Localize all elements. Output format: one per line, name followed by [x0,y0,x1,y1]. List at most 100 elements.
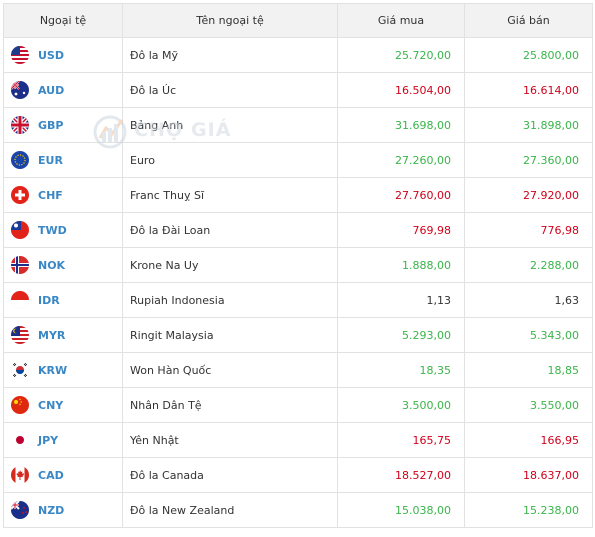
sell-price: 5.343,00 [464,317,593,353]
currency-name: Đô la Đài Loan [122,212,338,248]
buy-price: 27.260,00 [337,142,465,178]
table-row: MYR Ringit Malaysia 5.293,00 5.343,00 [3,317,593,353]
header-buy: Giá mua [337,3,465,38]
sell-price: 18,85 [464,352,593,388]
ca-flag-icon [11,466,29,484]
currency-code-cell: NZD [3,492,123,528]
nz-flag-icon [11,501,29,519]
currency-code-cell: IDR [3,282,123,318]
currency-name: Đô la Úc [122,72,338,108]
currency-code[interactable]: IDR [38,293,60,307]
buy-price: 165,75 [337,422,465,458]
currency-name: Franc Thuỵ Sĩ [122,177,338,213]
kr-flag-icon [11,361,29,379]
table-row: TWD Đô la Đài Loan 769,98 776,98 [3,212,593,248]
jp-flag-icon [11,431,29,449]
chogia-logo-icon [93,115,127,149]
currency-code[interactable]: USD [38,48,64,62]
table-header-row: Ngoại tệ Tên ngoại tệ Giá mua Giá bán [3,3,593,38]
currency-code-cell: NOK [3,247,123,283]
table-row: KRW Won Hàn Quốc 18,35 18,85 [3,352,593,388]
ch-flag-icon [11,186,29,204]
currency-code-cell: AUD [3,72,123,108]
buy-price: 1.888,00 [337,247,465,283]
currency-code-cell: CAD [3,457,123,493]
currency-name: Đô la Canada [122,457,338,493]
eu-flag-icon [11,151,29,169]
currency-code[interactable]: CAD [38,468,64,482]
sell-price: 1,63 [464,282,593,318]
header-code: Ngoại tệ [3,3,123,38]
buy-price: 18.527,00 [337,457,465,493]
buy-price: 27.760,00 [337,177,465,213]
buy-price: 3.500,00 [337,387,465,423]
table-row: AUD Đô la Úc 16.504,00 16.614,00 [3,72,593,108]
my-flag-icon [11,326,29,344]
header-sell: Giá bán [464,3,593,38]
buy-price: 769,98 [337,212,465,248]
currency-code[interactable]: TWD [38,223,67,237]
currency-code[interactable]: GBP [38,118,64,132]
sell-price: 3.550,00 [464,387,593,423]
currency-code[interactable]: CNY [38,398,64,412]
sell-price: 18.637,00 [464,457,593,493]
buy-price: 5.293,00 [337,317,465,353]
currency-code[interactable]: EUR [38,153,63,167]
table-row: JPY Yên Nhật 165,75 166,95 [3,422,593,458]
table-row: CNY Nhân Dân Tệ 3.500,00 3.550,00 [3,387,593,423]
sell-price: 27.360,00 [464,142,593,178]
sell-price: 16.614,00 [464,72,593,108]
currency-code[interactable]: KRW [38,363,68,377]
currency-code-cell: MYR [3,317,123,353]
table-row: EUR Euro 27.260,00 27.360,00 [3,142,593,178]
currency-name: Nhân Dân Tệ [122,387,338,423]
us-flag-icon [11,46,29,64]
currency-code-cell: CNY [3,387,123,423]
currency-code[interactable]: JPY [38,433,59,447]
currency-name: Đô la Mỹ [122,37,338,73]
gb-flag-icon [11,116,29,134]
buy-price: 16.504,00 [337,72,465,108]
currency-code[interactable]: MYR [38,328,66,342]
sell-price: 25.800,00 [464,37,593,73]
currency-code-cell: KRW [3,352,123,388]
table-row: NZD Đô la New Zealand 15.038,00 15.238,00 [3,492,593,528]
id-flag-icon [11,291,29,309]
currency-name: Krone Na Uy [122,247,338,283]
watermark-text: CHỢ GIÁ [134,119,232,141]
currency-code-cell: CHF [3,177,123,213]
sell-price: 776,98 [464,212,593,248]
currency-code-cell: USD [3,37,123,73]
sell-price: 27.920,00 [464,177,593,213]
currency-code[interactable]: CHF [38,188,63,202]
sell-price: 2.288,00 [464,247,593,283]
currency-name: Đô la New Zealand [122,492,338,528]
currency-name: Rupiah Indonesia [122,282,338,318]
table-row: IDR Rupiah Indonesia 1,13 1,63 [3,282,593,318]
table-body: USD Đô la Mỹ 25.720,00 25.800,00 AUD Đô la Úc… [3,37,593,528]
currency-code[interactable]: NOK [38,258,66,272]
currency-code-cell: TWD [3,212,123,248]
cn-flag-icon [11,396,29,414]
tw-flag-icon [11,221,29,239]
table-row: NOK Krone Na Uy 1.888,00 2.288,00 [3,247,593,283]
buy-price: 15.038,00 [337,492,465,528]
buy-price: 18,35 [337,352,465,388]
buy-price: 25.720,00 [337,37,465,73]
currency-code[interactable]: NZD [38,503,65,517]
exchange-rate-table: Ngoại tệ Tên ngoại tệ Giá mua Giá bán US… [3,3,593,528]
buy-price: 1,13 [337,282,465,318]
currency-name: Won Hàn Quốc [122,352,338,388]
currency-code-cell: EUR [3,142,123,178]
sell-price: 166,95 [464,422,593,458]
currency-name: Yên Nhật [122,422,338,458]
watermark: CHỢ GIÁ [88,108,231,152]
sell-price: 31.898,00 [464,107,593,143]
table-row: CHF Franc Thuỵ Sĩ 27.760,00 27.920,00 [3,177,593,213]
no-flag-icon [11,256,29,274]
au-flag-icon [11,81,29,99]
currency-name: Ringit Malaysia [122,317,338,353]
table-row: USD Đô la Mỹ 25.720,00 25.800,00 [3,37,593,73]
sell-price: 15.238,00 [464,492,593,528]
currency-code[interactable]: AUD [38,83,65,97]
